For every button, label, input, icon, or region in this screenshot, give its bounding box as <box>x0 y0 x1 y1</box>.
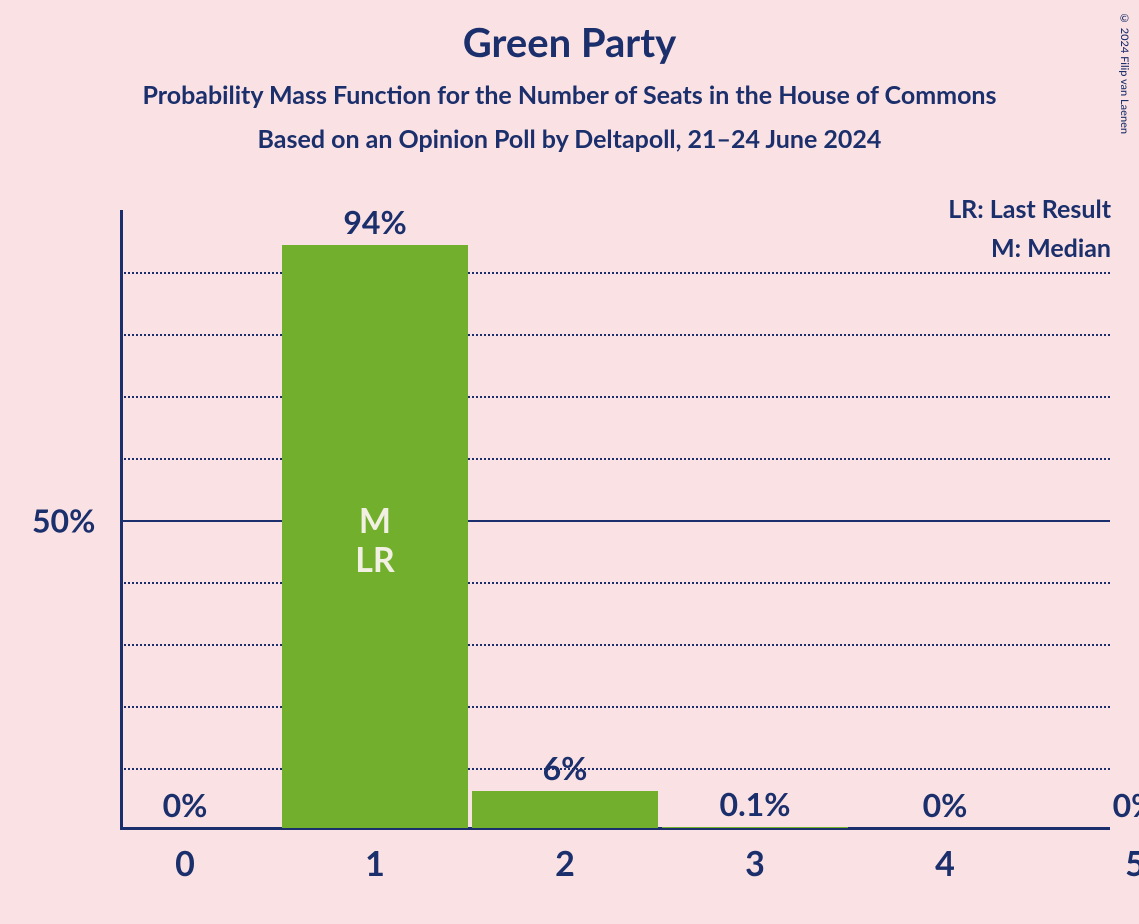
x-axis-tick-label: 0 <box>175 843 195 884</box>
x-axis-tick-label: 5 <box>1125 843 1139 884</box>
x-axis-tick-label: 3 <box>745 843 765 884</box>
gridline-major <box>120 520 1110 522</box>
chart-subtitle-1: Probability Mass Function for the Number… <box>0 80 1139 110</box>
x-axis-tick-label: 4 <box>935 843 955 884</box>
bar-chart: 50%0%094%16%20.1%30%40%5MLR <box>120 210 1110 830</box>
bar-value-label: 0.1% <box>720 784 791 823</box>
gridline-minor <box>120 272 1110 274</box>
bar-annotation: MLR <box>355 501 395 579</box>
gridline-minor <box>120 582 1110 584</box>
gridline-minor <box>120 644 1110 646</box>
bar-value-label: 0% <box>923 785 968 824</box>
chart-subtitle-2: Based on an Opinion Poll by Deltapoll, 2… <box>0 124 1139 154</box>
chart-title: Green Party <box>0 0 1139 66</box>
y-axis-tick-label: 50% <box>32 501 95 540</box>
gridline-minor <box>120 396 1110 398</box>
x-axis-tick-label: 2 <box>555 843 575 884</box>
bar-value-label: 0% <box>163 785 208 824</box>
gridline-minor <box>120 706 1110 708</box>
gridline-minor <box>120 768 1110 770</box>
gridline-minor <box>120 458 1110 460</box>
bar-value-label: 6% <box>543 748 588 787</box>
bar <box>662 827 848 828</box>
bar-value-label: 94% <box>343 202 406 241</box>
bar <box>472 791 658 828</box>
bar-value-label: 0% <box>1113 785 1139 824</box>
gridline-minor <box>120 334 1110 336</box>
copyright-text: © 2024 Filip van Laenen <box>1118 12 1131 134</box>
x-axis-tick-label: 1 <box>365 843 385 884</box>
